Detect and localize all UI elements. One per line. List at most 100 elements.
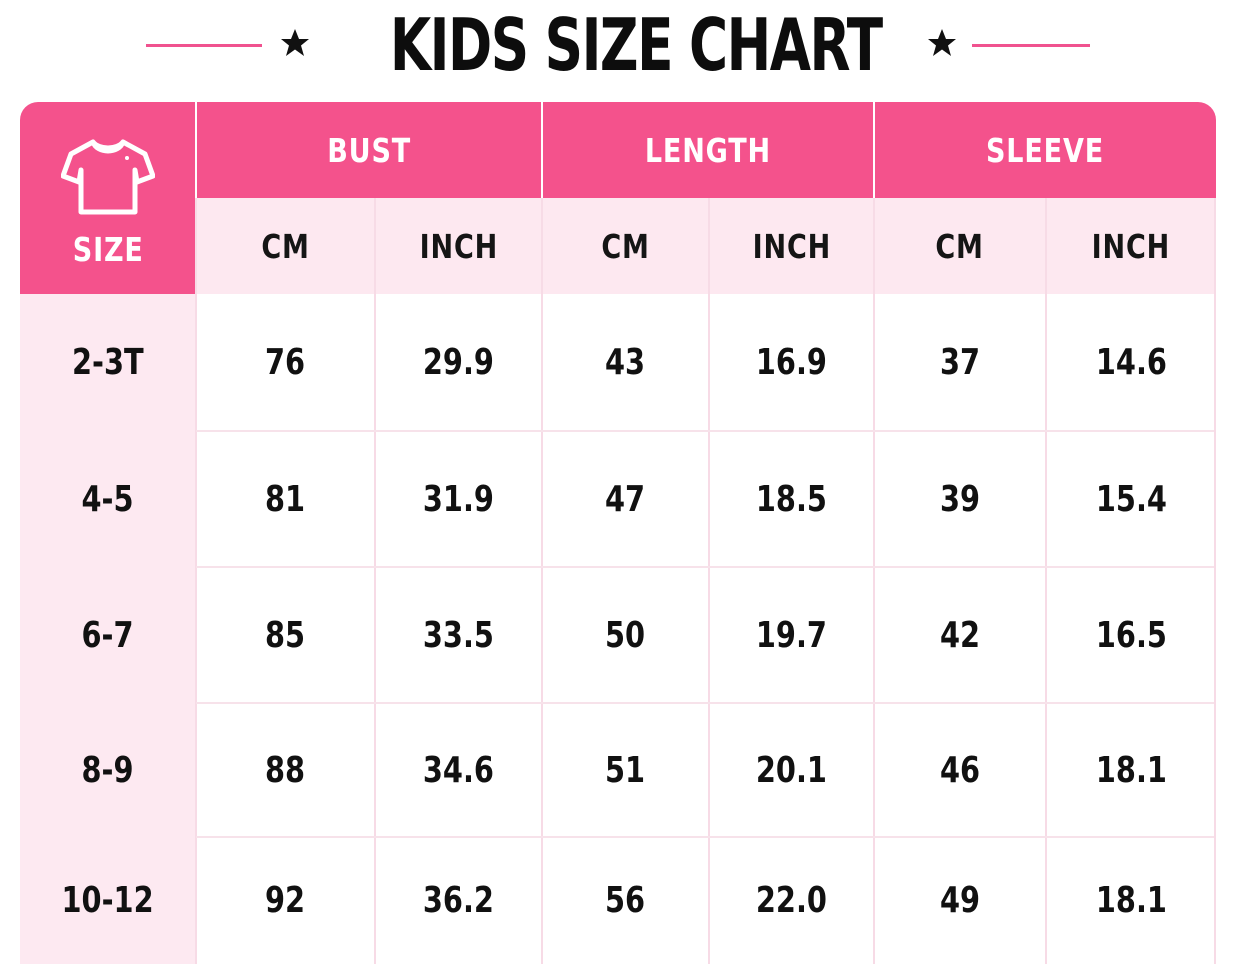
value-cell: 16.9	[709, 294, 874, 431]
star-icon	[281, 29, 309, 56]
chart-title: KIDS SIZE CHART	[389, 3, 883, 87]
size-cell-text: 4-5	[81, 478, 135, 520]
value-cell: 50	[542, 567, 709, 703]
column-divider	[541, 198, 543, 964]
value-cell: 88	[196, 703, 375, 837]
column-divider	[195, 198, 197, 964]
size-cell-text: 6-7	[81, 614, 135, 656]
star-icon	[928, 29, 956, 56]
value-cell: 34.6	[375, 703, 542, 837]
value-cell-text: 18.5	[755, 478, 828, 520]
unit-header-sleeve-inch-text: INCH	[1091, 226, 1171, 266]
value-cell: 16.5	[1046, 567, 1216, 703]
size-header-label-text: SIZE	[72, 230, 144, 269]
value-cell: 85	[196, 567, 375, 703]
value-cell-text: 39	[939, 478, 981, 520]
value-cell-text: 14.6	[1095, 342, 1167, 383]
value-cell: 39	[874, 431, 1046, 567]
value-cell-text: 88	[265, 749, 306, 791]
group-divider	[873, 102, 875, 198]
unit-header-length-inch: INCH	[709, 198, 874, 294]
unit-header-length-cm-text: CM	[601, 226, 650, 266]
value-cell: 20.1	[709, 703, 874, 837]
value-cell: 92	[196, 837, 375, 964]
unit-header-bust-cm-text: CM	[261, 226, 310, 266]
value-cell-text: 49	[939, 880, 981, 921]
column-divider	[1045, 198, 1047, 964]
value-cell-text: 22.0	[755, 880, 828, 921]
value-cell-text: 92	[265, 880, 306, 921]
value-cell-text: 51	[605, 749, 646, 791]
value-cell-text: 42	[939, 614, 981, 656]
value-cell: 19.7	[709, 567, 874, 703]
value-cell: 18.1	[1046, 837, 1216, 964]
value-cell: 31.9	[375, 431, 542, 567]
value-cell-text: 46	[939, 749, 981, 791]
value-cell: 22.0	[709, 837, 874, 964]
size-cell: 6-7	[20, 567, 196, 703]
unit-header-length-inch-text: INCH	[752, 226, 831, 266]
row-divider	[196, 430, 1216, 432]
value-cell: 33.5	[375, 567, 542, 703]
value-cell-text: 29.9	[422, 342, 495, 383]
column-divider	[873, 198, 875, 964]
unit-header-sleeve-cm: CM	[874, 198, 1046, 294]
value-cell: 56	[542, 837, 709, 964]
row-divider	[196, 836, 1216, 838]
value-cell: 29.9	[375, 294, 542, 431]
group-header-sleeve: SLEEVE	[874, 102, 1216, 198]
group-header-bust: BUST	[196, 102, 542, 198]
row-divider	[196, 702, 1216, 704]
group-header-length-text: LENGTH	[644, 130, 772, 170]
size-cell-text: 10-12	[61, 880, 155, 921]
t-shirt-icon	[61, 139, 155, 215]
value-cell-text: 16.9	[755, 342, 828, 383]
value-cell: 37	[874, 294, 1046, 431]
group-divider	[195, 102, 197, 198]
value-cell-text: 20.1	[755, 749, 828, 791]
value-cell: 42	[874, 567, 1046, 703]
value-cell-text: 85	[265, 614, 306, 656]
unit-header-sleeve-inch: INCH	[1046, 198, 1216, 294]
unit-header-length-cm: CM	[542, 198, 709, 294]
value-cell-text: 47	[605, 478, 646, 520]
size-cell: 8-9	[20, 703, 196, 837]
value-cell-text: 76	[265, 342, 306, 383]
value-cell: 81	[196, 431, 375, 567]
value-cell: 51	[542, 703, 709, 837]
value-cell-text: 36.2	[422, 880, 495, 921]
size-cell-text: 8-9	[81, 749, 135, 791]
value-cell-text: 19.7	[755, 614, 828, 656]
title-decor-line-left	[146, 44, 262, 47]
value-cell-text: 33.5	[422, 614, 495, 656]
value-cell: 36.2	[375, 837, 542, 964]
unit-header-sleeve-cm-text: CM	[935, 226, 985, 266]
size-cell: 4-5	[20, 431, 196, 567]
unit-header-bust-inch: INCH	[375, 198, 542, 294]
title-decor-line-right	[972, 44, 1090, 47]
value-cell-text: 15.4	[1095, 478, 1167, 520]
value-cell-text: 50	[605, 614, 646, 656]
value-cell-text: 37	[939, 342, 981, 383]
unit-header-bust-inch-text: INCH	[419, 226, 498, 266]
value-cell-text: 43	[605, 342, 646, 383]
value-cell-text: 56	[605, 880, 646, 921]
group-divider	[541, 102, 543, 198]
unit-header-bust-cm: CM	[196, 198, 375, 294]
value-cell: 49	[874, 837, 1046, 964]
size-header: SIZE	[20, 102, 196, 294]
group-header-length: LENGTH	[542, 102, 874, 198]
size-cell: 10-12	[20, 837, 196, 964]
value-cell-text: 34.6	[422, 749, 495, 791]
value-cell: 43	[542, 294, 709, 431]
value-cell-text: 16.5	[1095, 614, 1167, 656]
size-cell: 2-3T	[20, 294, 196, 431]
value-cell: 18.1	[1046, 703, 1216, 837]
table-right-border	[1214, 198, 1216, 964]
value-cell: 76	[196, 294, 375, 431]
value-cell: 46	[874, 703, 1046, 837]
group-header-sleeve-text: SLEEVE	[985, 130, 1105, 170]
value-cell-text: 18.1	[1095, 749, 1167, 791]
size-table: SIZE BUST CM INCH LENGTH CM INCH SLEEVE CM INCH 2-…	[20, 102, 1216, 964]
column-divider	[374, 198, 376, 964]
